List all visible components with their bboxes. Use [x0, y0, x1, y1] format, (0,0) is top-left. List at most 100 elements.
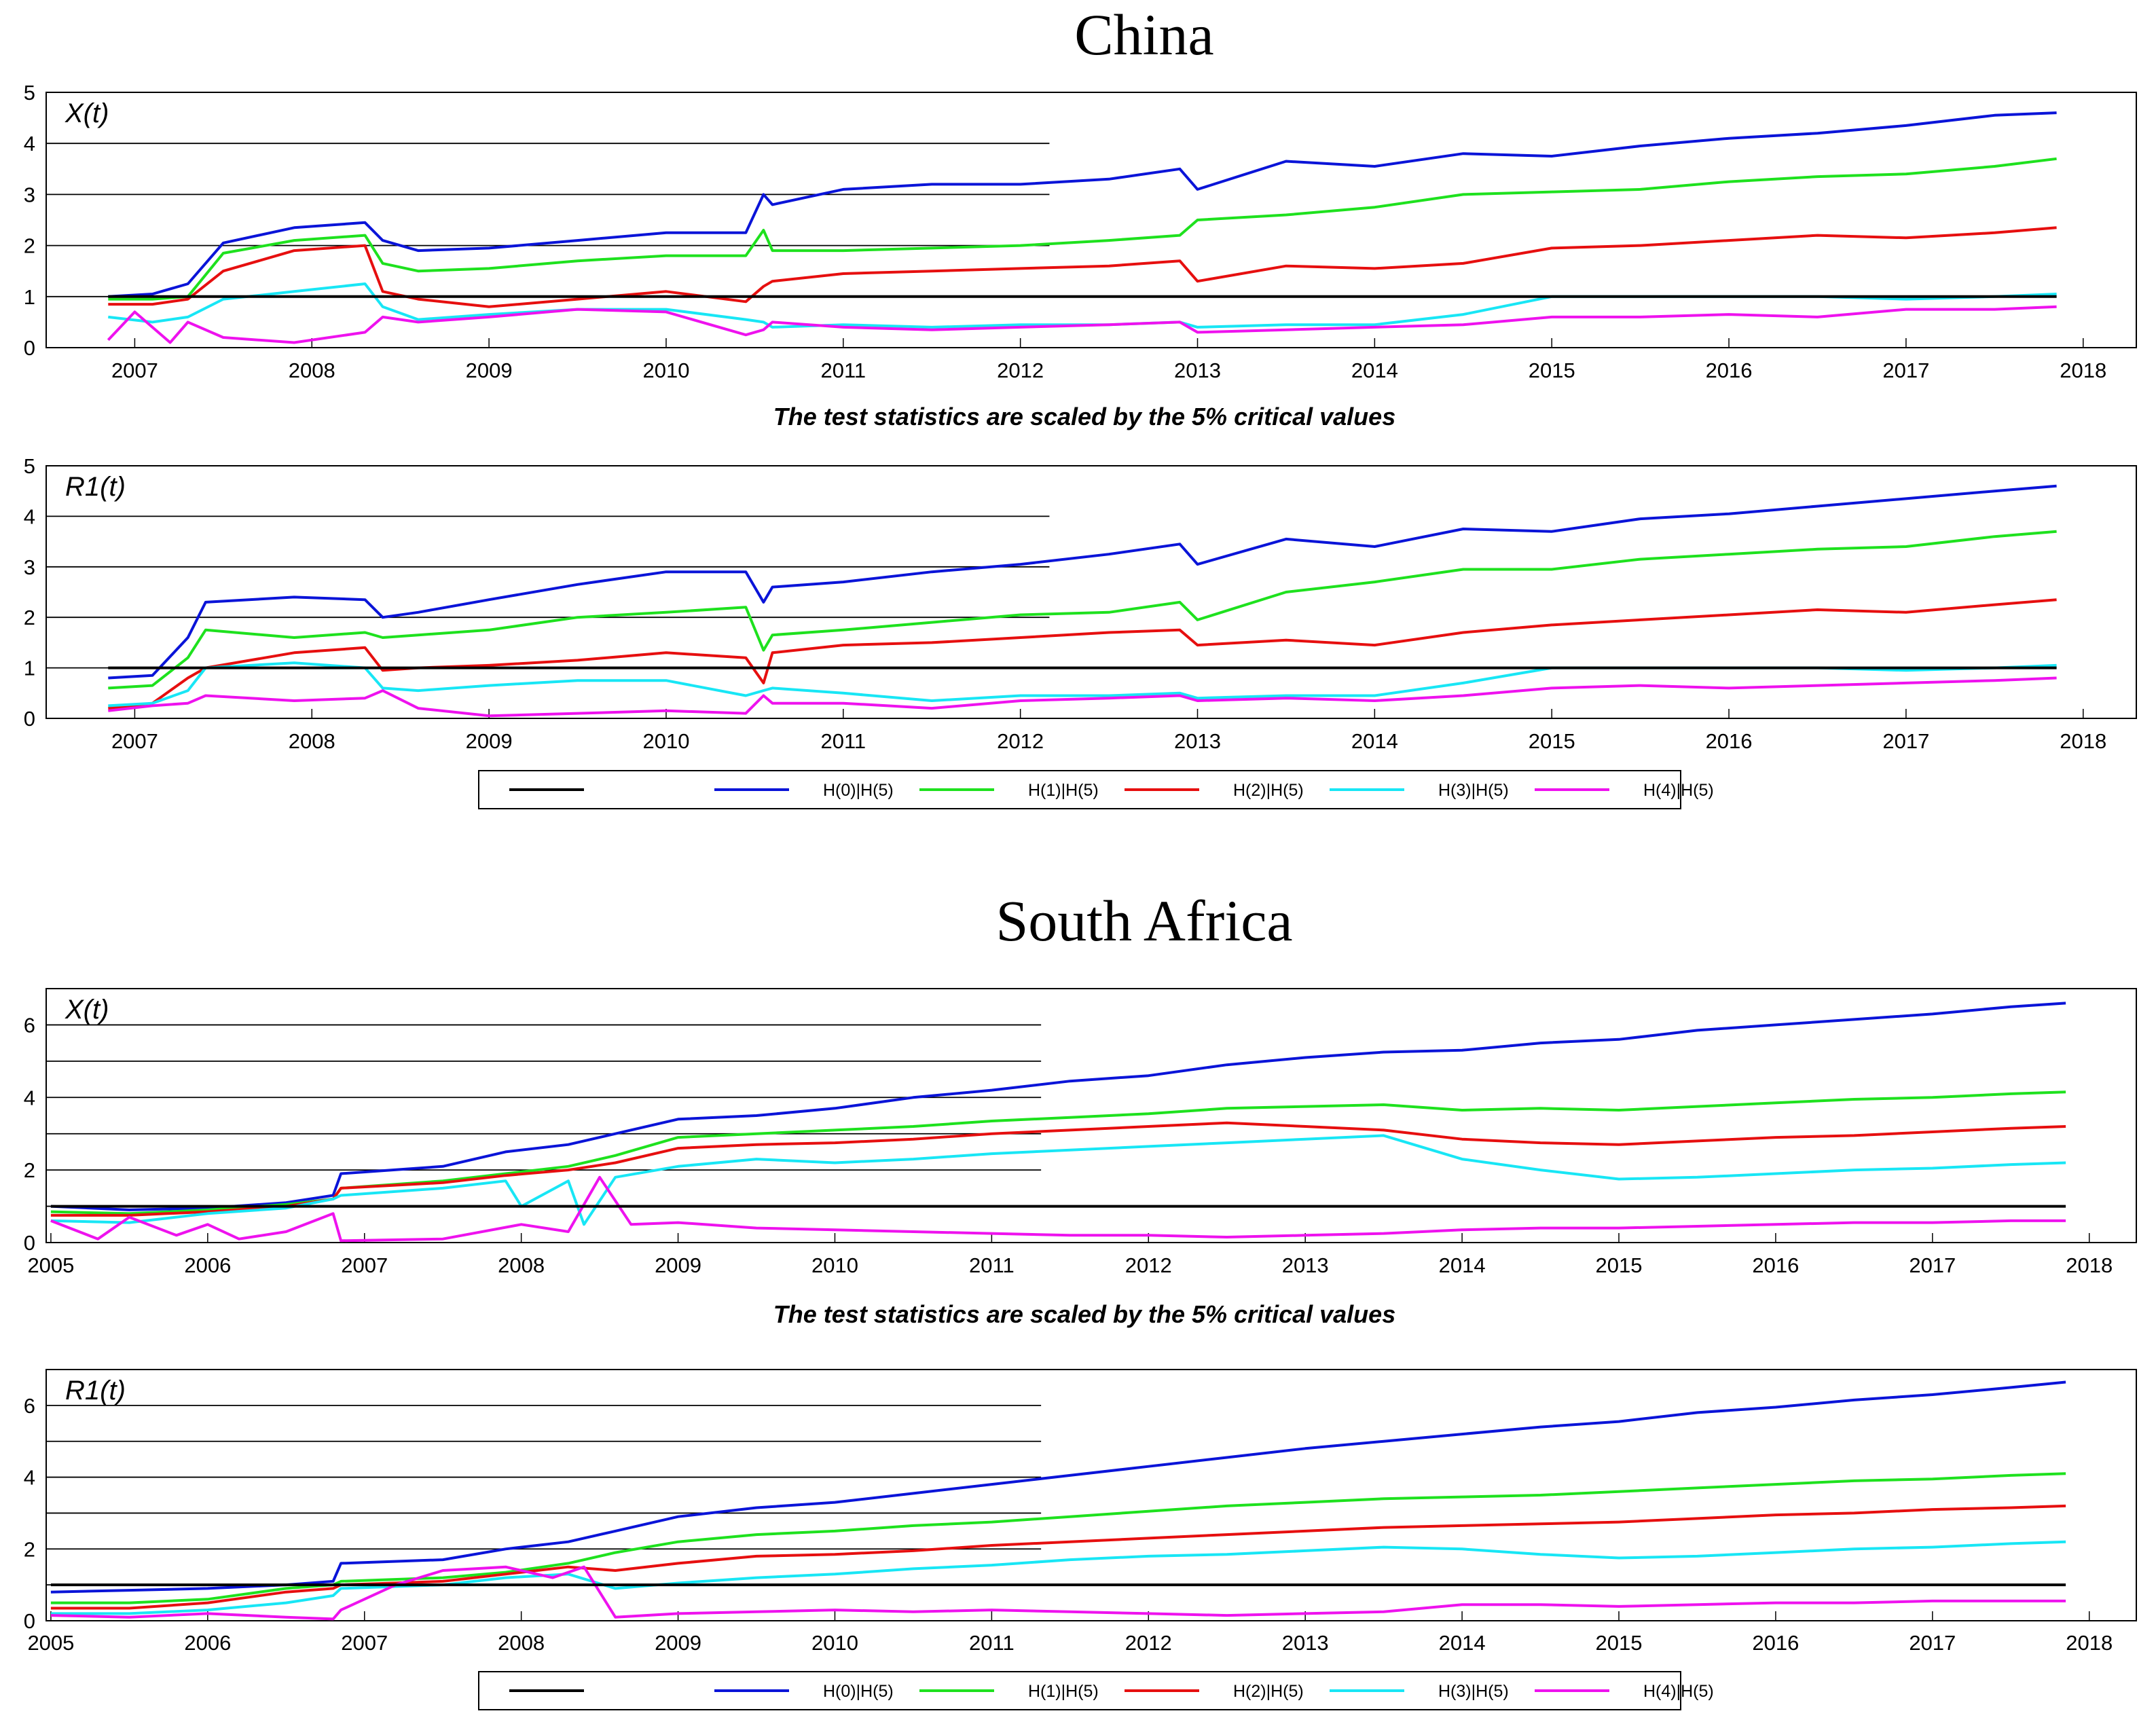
panel-label: R1(t): [65, 472, 126, 502]
x-tick-label: 2016: [1706, 729, 1753, 753]
legend-label: H(3)|H(5): [1438, 1682, 1509, 1701]
legend-label: H(1)|H(5): [1028, 781, 1099, 800]
x-tick-label: 2012: [1125, 1253, 1172, 1277]
x-tick-label: 2010: [811, 1631, 858, 1655]
y-tick-label: 5: [24, 454, 35, 478]
legend-label: H(2)|H(5): [1233, 1682, 1304, 1701]
x-tick-label: 2014: [1351, 729, 1398, 753]
legend-label: H(0)|H(5): [823, 1682, 894, 1701]
x-tick-label: 2015: [1596, 1253, 1643, 1277]
y-tick-label: 6: [24, 1394, 35, 1418]
legend-label: H(1)|H(5): [1028, 1682, 1099, 1701]
x-tick-label: 2009: [655, 1253, 701, 1277]
x-tick-label: 2011: [969, 1253, 1015, 1277]
south-africa-r1-panel: 0 2 4 6 2005 2006 2007 2008 2009 2010 2011 2012 2013…: [24, 1369, 2137, 1655]
x-tick-label: 2013: [1174, 729, 1221, 753]
y-tick-label: 1: [24, 657, 35, 680]
x-tick-label: 2007: [111, 729, 158, 753]
x-tick-label: 2018: [2066, 1631, 2113, 1655]
legend-box: [478, 1671, 1681, 1710]
x-tick-label: 2015: [1596, 1631, 1643, 1655]
y-tick-label: 1: [24, 285, 35, 309]
x-tick-label: 2016: [1706, 359, 1753, 382]
south-africa-legend: H(0)|H(5) H(1)|H(5) H(2)|H(5) H(3)|H(5) H(4)…: [478, 1671, 1714, 1710]
x-tick-label: 2008: [289, 729, 335, 753]
x-tick-label: 2017: [1909, 1631, 1956, 1655]
legend-label: H(3)|H(5): [1438, 781, 1509, 800]
south-africa-x-panel: 0 2 4 6 2005 2006 2007 2008 2009 2010 2011 2012 2013…: [24, 988, 2137, 1277]
x-tick-label: 2013: [1174, 359, 1221, 382]
legend-label: H(0)|H(5): [823, 781, 894, 800]
x-tick-label: 2009: [466, 729, 513, 753]
x-tick-label: 2009: [655, 1631, 701, 1655]
x-tick-label: 2008: [498, 1253, 545, 1277]
x-tick-label: 2012: [997, 359, 1044, 382]
x-tick-label: 2017: [1882, 729, 1929, 753]
x-tick-label: 2005: [27, 1631, 74, 1655]
y-tick-label: 6: [24, 1013, 35, 1037]
series-line-h-0-h-5: [108, 111, 2057, 298]
south-africa-title: South Africa: [995, 888, 1292, 953]
y-tick-label: 3: [24, 183, 35, 206]
x-tick-label: 2014: [1439, 1253, 1486, 1277]
y-tick-label: 4: [24, 1086, 35, 1109]
series-line-h-0-h-5: [50, 1002, 2066, 1211]
y-tick-label: 0: [24, 1609, 35, 1633]
panel-label: X(t): [65, 995, 109, 1025]
x-tick-label: 2006: [184, 1253, 231, 1277]
x-tick-label: 2018: [2060, 729, 2106, 753]
series-line-h-2-h-5: [108, 226, 2057, 308]
series-line-h-1-h-5: [50, 1472, 2066, 1604]
x-tick-label: 2007: [341, 1253, 388, 1277]
x-tick-label: 2007: [341, 1631, 388, 1655]
x-tick-label: 2012: [1125, 1631, 1172, 1655]
x-tick-label: 2015: [1529, 359, 1575, 382]
plot-frame: [45, 92, 2137, 348]
series-line-h-2-h-5: [108, 598, 2057, 710]
china-subtitle: The test statistics are scaled by the 5%…: [773, 403, 1395, 430]
series-line-h-2-h-5: [50, 1121, 2066, 1217]
x-tick-label: 2014: [1351, 359, 1398, 382]
x-tick-label: 2011: [820, 359, 866, 382]
x-tick-label: 2018: [2060, 359, 2106, 382]
y-tick-label: 4: [24, 504, 35, 528]
x-tick-label: 2008: [498, 1631, 545, 1655]
x-tick-label: 2007: [111, 359, 158, 382]
x-tick-label: 2010: [642, 729, 689, 753]
panel-label: R1(t): [65, 1376, 126, 1406]
series-line-h-0-h-5: [108, 484, 2057, 680]
x-tick-label: 2005: [27, 1253, 74, 1277]
china-legend: H(0)|H(5) H(1)|H(5) H(2)|H(5) H(3)|H(5) H(4)…: [478, 770, 1714, 809]
legend-label: H(4)|H(5): [1643, 1682, 1714, 1701]
x-tick-label: 2015: [1529, 729, 1575, 753]
series-line-h-4-h-5: [108, 676, 2057, 718]
series-line-h-1-h-5: [108, 157, 2057, 301]
series-line-h-3-h-5: [50, 1134, 2066, 1226]
y-tick-label: 4: [24, 1466, 35, 1490]
series-line-h-4-h-5: [50, 1565, 2066, 1621]
y-tick-label: 2: [24, 234, 35, 258]
y-tick-label: 2: [24, 1158, 35, 1182]
y-tick-label: 0: [24, 1231, 35, 1255]
x-tick-label: 2018: [2066, 1253, 2113, 1277]
y-tick-label: 0: [24, 707, 35, 731]
x-tick-label: 2008: [289, 359, 335, 382]
y-tick-label: 4: [24, 132, 35, 155]
series-line-h-3-h-5: [50, 1540, 2066, 1615]
y-tick-label: 0: [24, 336, 35, 360]
x-tick-label: 2011: [820, 729, 866, 753]
x-tick-label: 2011: [969, 1631, 1015, 1655]
legend-label: H(4)|H(5): [1643, 781, 1714, 800]
x-tick-label: 2012: [997, 729, 1044, 753]
x-tick-label: 2013: [1282, 1631, 1329, 1655]
south-africa-subtitle: The test statistics are scaled by the 5%…: [773, 1300, 1395, 1328]
x-tick-label: 2017: [1909, 1253, 1956, 1277]
china-title: China: [1074, 2, 1213, 67]
x-tick-label: 2013: [1282, 1253, 1329, 1277]
series-line-h-4-h-5: [107, 305, 2057, 344]
x-tick-label: 2017: [1882, 359, 1929, 382]
x-tick-label: 2014: [1439, 1631, 1486, 1655]
x-tick-label: 2016: [1752, 1631, 1799, 1655]
y-tick-label: 2: [24, 606, 35, 629]
